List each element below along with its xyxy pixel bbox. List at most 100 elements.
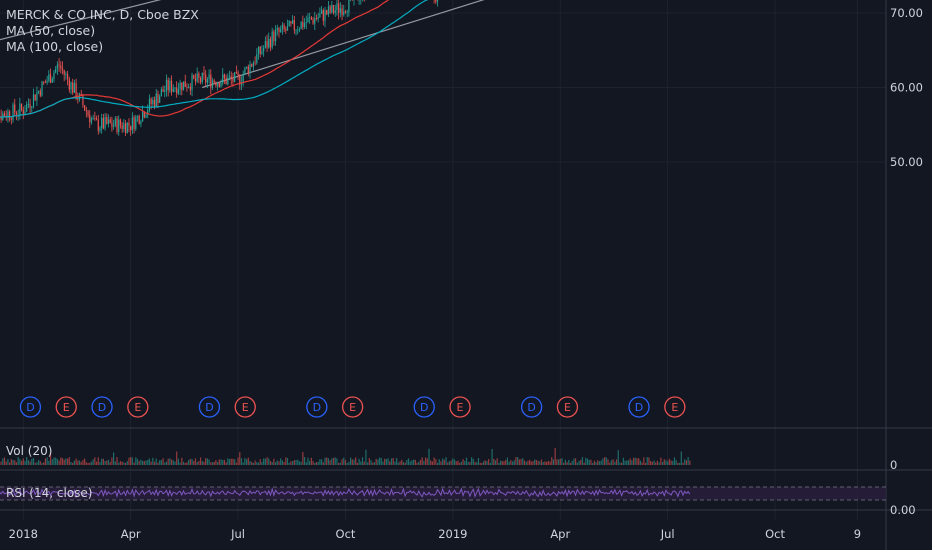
candle-body	[136, 116, 139, 118]
candle-body	[121, 125, 123, 129]
price-tick-label: 50.00	[890, 155, 923, 169]
candle-body	[182, 81, 185, 91]
volume-bar	[535, 460, 538, 465]
volume-bar	[416, 462, 418, 465]
volume-bar	[689, 460, 691, 465]
dividend-event-marker[interactable]: D	[520, 396, 543, 418]
volume-bar	[684, 459, 686, 465]
event-circle	[127, 396, 149, 418]
volume-bar	[332, 457, 335, 465]
volume-bar	[632, 457, 635, 465]
volume-bar	[104, 460, 106, 465]
symbol-title[interactable]: MERCK & CO INC, D, Cboe BZX	[6, 7, 199, 22]
event-circle	[520, 396, 543, 418]
dividend-event-marker[interactable]: D	[628, 396, 650, 418]
candle-body	[27, 104, 29, 105]
event-letter: E	[457, 401, 464, 414]
volume-bar	[644, 462, 647, 465]
volume-bar	[201, 461, 203, 465]
candle-body	[118, 119, 120, 133]
earnings-event-marker[interactable]: E	[664, 396, 686, 418]
ma100-legend[interactable]: MA (100, close)	[6, 39, 104, 54]
candle-body	[266, 41, 268, 48]
ma50-legend[interactable]: MA (50, close)	[6, 23, 96, 38]
candle-body	[210, 74, 212, 88]
volume-bar	[353, 459, 355, 465]
volume-bar	[114, 461, 116, 465]
volume-bar	[343, 457, 345, 465]
volume-bar	[109, 462, 111, 465]
volume-bar	[627, 460, 630, 465]
earnings-event-marker[interactable]: E	[449, 396, 471, 418]
volume-bar	[413, 459, 415, 465]
rsi-axis-label: 0.00	[890, 503, 916, 517]
candle-body	[343, 11, 345, 16]
volume-bar	[157, 462, 159, 465]
volume-bar	[551, 457, 553, 465]
volume-bar	[675, 460, 677, 465]
dividend-event-marker[interactable]: D	[198, 396, 221, 418]
earnings-event-marker[interactable]: E	[234, 396, 256, 418]
volume-bar	[75, 458, 77, 465]
volume-bar	[49, 452, 52, 465]
volume-bar	[276, 460, 278, 465]
volume-bar	[648, 457, 650, 465]
volume-bar	[261, 461, 263, 465]
volume-bar	[423, 460, 425, 465]
candle-body	[51, 78, 53, 83]
candle-body	[194, 78, 197, 82]
dividend-event-marker[interactable]: D	[306, 396, 328, 418]
volume-bar	[225, 462, 227, 465]
candle-body	[244, 67, 246, 75]
candle-body	[242, 74, 244, 83]
volume-bar	[324, 457, 326, 465]
volume-bar	[525, 461, 527, 465]
earnings-event-marker[interactable]: E	[341, 396, 364, 418]
volume-bar	[603, 457, 606, 465]
volume-bar	[123, 462, 125, 465]
volume-bar	[414, 459, 416, 465]
volume-bar	[140, 459, 142, 465]
dividend-event-marker[interactable]: D	[91, 396, 113, 418]
candle-body	[263, 47, 265, 52]
candle-body	[341, 8, 343, 16]
rsi-pane-label[interactable]: RSI (14, close)	[6, 486, 93, 500]
dividend-event-marker[interactable]: D	[19, 396, 42, 418]
candle-body	[348, 0, 350, 13]
volume-bar	[650, 460, 652, 465]
volume-bar	[237, 457, 239, 465]
volume-bar	[31, 458, 33, 465]
event-letter: E	[671, 401, 678, 414]
candle-body	[193, 74, 195, 79]
volume-bar	[269, 460, 272, 465]
candle-body	[89, 114, 91, 123]
volume-bar	[600, 460, 602, 465]
volume-bar	[537, 460, 539, 465]
dividend-event-marker[interactable]: D	[413, 396, 435, 418]
volume-bar	[344, 459, 347, 465]
volume-bar	[595, 462, 597, 465]
volume-bar	[184, 462, 186, 465]
volume-pane-label[interactable]: Vol (20)	[6, 444, 53, 458]
volume-bar	[585, 457, 587, 465]
volume-bar	[305, 462, 307, 465]
candle-body	[314, 18, 316, 24]
event-circle	[449, 396, 471, 418]
volume-bar	[494, 460, 497, 465]
earnings-event-marker[interactable]: E	[55, 396, 77, 418]
candle-body	[39, 90, 41, 96]
volume-bar	[121, 461, 123, 465]
candle-body	[55, 68, 57, 73]
volume-bar	[159, 460, 161, 465]
earnings-event-marker[interactable]: E	[127, 396, 149, 418]
time-tick-label: 2019	[438, 527, 467, 541]
volume-bar	[268, 458, 270, 465]
earnings-event-marker[interactable]: E	[556, 396, 579, 418]
candle-body	[305, 22, 307, 24]
candle-body	[48, 74, 50, 81]
volume-bar	[462, 459, 464, 465]
volume-bar	[113, 452, 115, 465]
volume-bar	[643, 457, 645, 465]
